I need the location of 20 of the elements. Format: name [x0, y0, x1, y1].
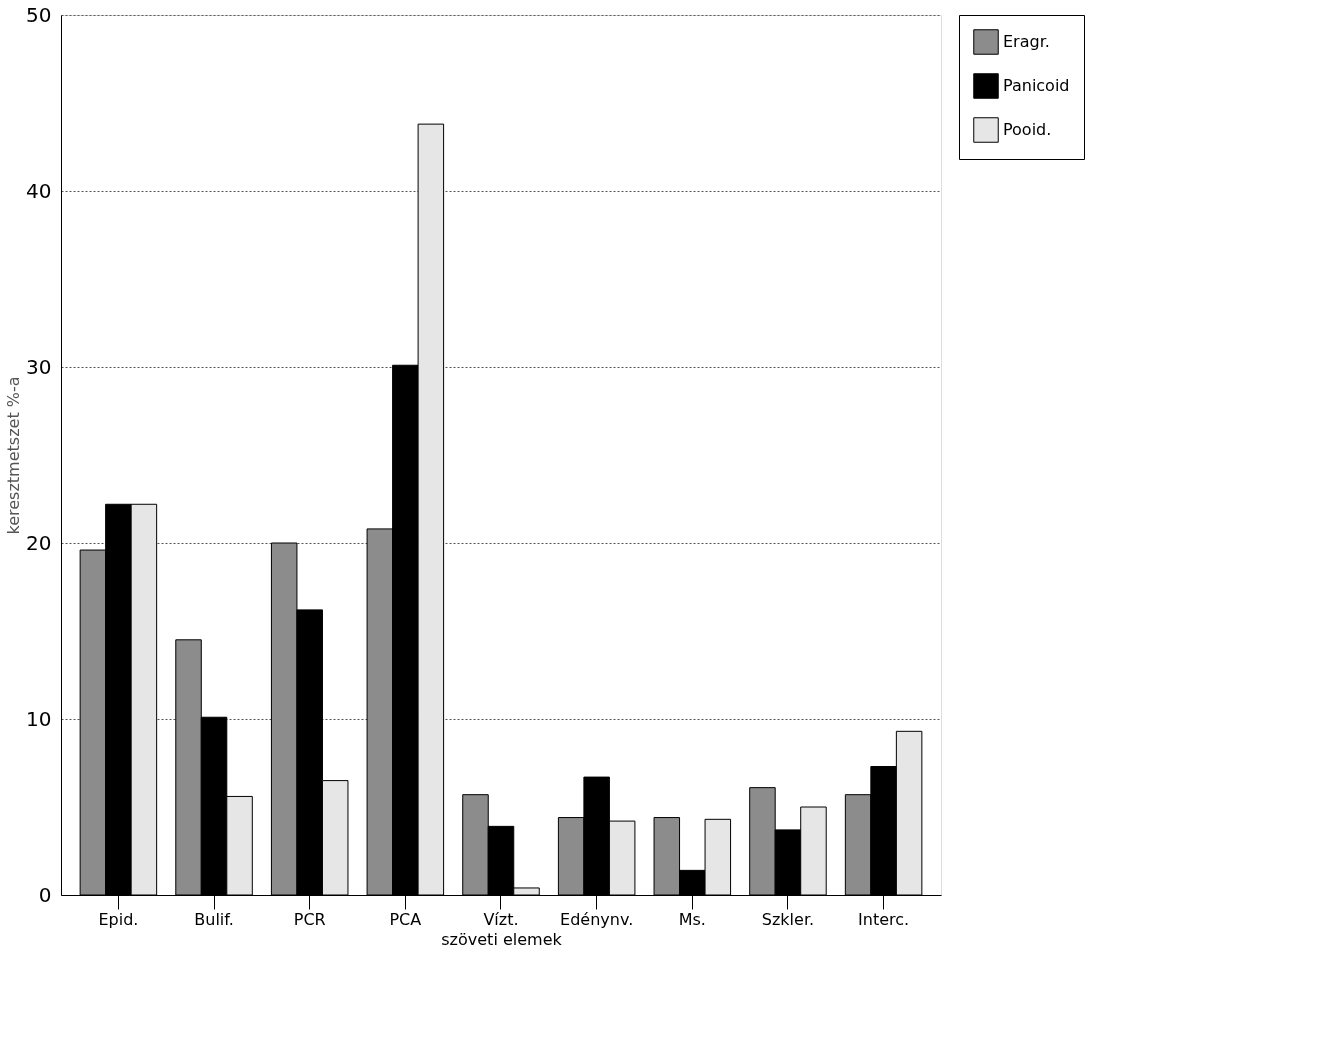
x-axis-title: szöveti elemek — [441, 929, 563, 949]
legend-label: Panicoid — [1003, 76, 1070, 95]
x-tick-label: Epid. — [98, 909, 139, 929]
x-tick-label: PCA — [389, 909, 422, 929]
legend-label: Eragr. — [1003, 32, 1050, 51]
x-tick-label: PCR — [293, 909, 326, 929]
y-tick-label: 50 — [26, 2, 52, 27]
x-tick-label: Vízt. — [483, 909, 519, 929]
x-tick-label: Edénynv. — [560, 909, 634, 929]
x-tick-label: Szkler. — [761, 909, 815, 929]
y-tick-label: 10 — [26, 706, 52, 731]
y-tick-label: 30 — [26, 354, 52, 379]
y-tick-label: 40 — [26, 178, 52, 203]
y-tick-label: 20 — [26, 530, 52, 555]
y-tick-label: 0 — [38, 882, 52, 907]
x-tick-label: Interc. — [858, 909, 910, 929]
legend-label: Pooid. — [1003, 120, 1052, 139]
x-tick-label: Ms. — [678, 909, 706, 929]
x-tick-label: Bulif. — [194, 909, 234, 929]
y-axis-title: keresztmetszet %-a — [4, 376, 24, 535]
